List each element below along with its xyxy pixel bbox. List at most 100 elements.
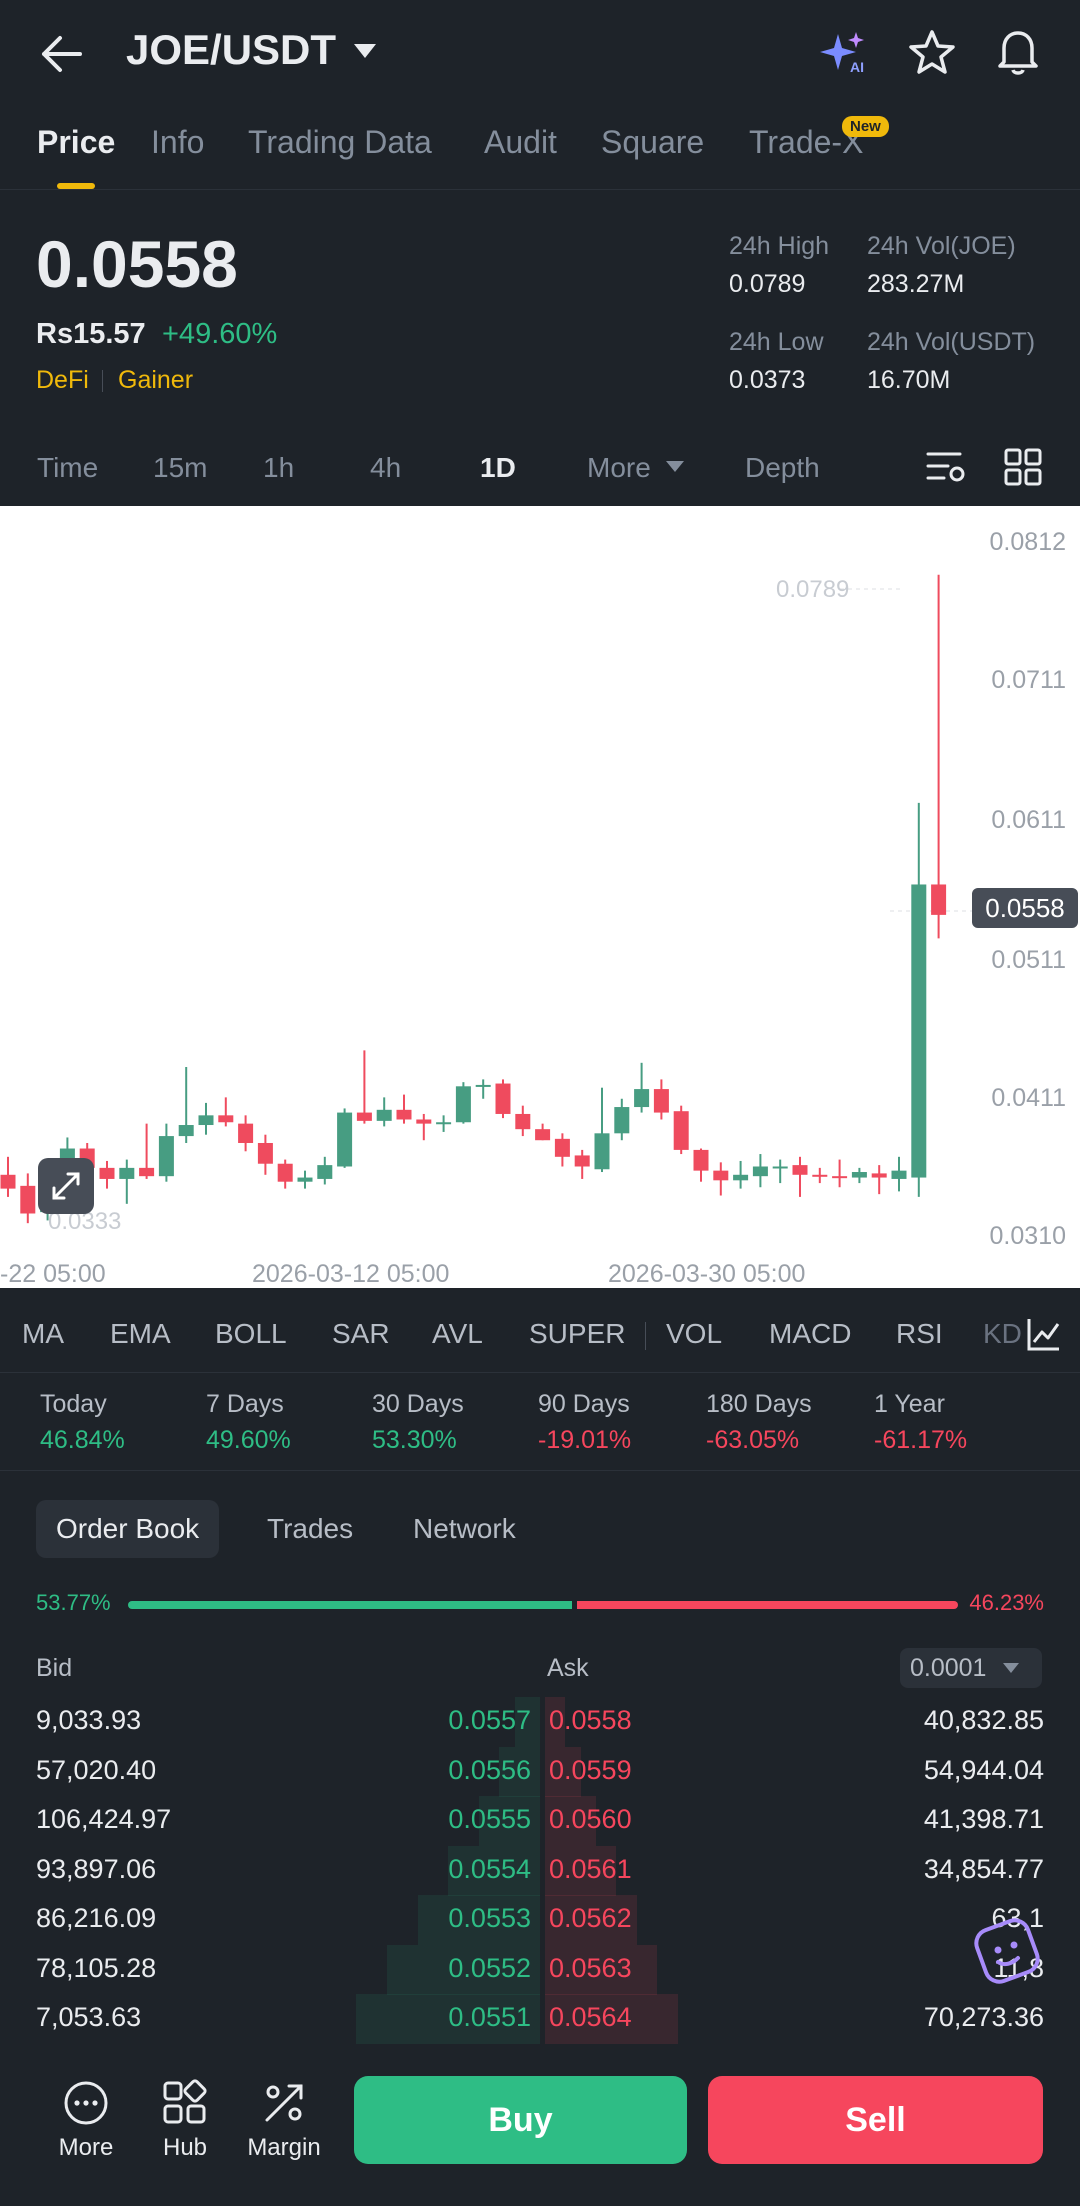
hub-label[interactable]: Hub xyxy=(162,2134,208,2161)
candle xyxy=(515,1105,531,1137)
candle xyxy=(851,1167,867,1184)
expand-icon xyxy=(52,1172,80,1200)
order-book-row[interactable]: 7,053.63 0.0551 0.0564 70,273.36 xyxy=(0,1994,1080,2043)
indicator-separator xyxy=(645,1322,646,1350)
order-book-row[interactable]: 78,105.28 0.0552 0.0563 11,8 xyxy=(0,1945,1080,1994)
tab-price[interactable]: Price xyxy=(37,124,116,160)
fiat-price: Rs15.57 xyxy=(36,318,146,350)
ask-ratio-bar xyxy=(577,1601,958,1609)
bid-ratio: 53.77% xyxy=(36,1590,111,1615)
indicator-sar[interactable]: SAR xyxy=(332,1318,390,1349)
interval-depth[interactable]: Depth xyxy=(745,452,820,483)
ask-quantity: 41,398.71 xyxy=(923,1804,1044,1834)
candle xyxy=(436,1115,452,1132)
perf-label-30d: 30 Days xyxy=(372,1390,464,1418)
order-book-row[interactable]: 86,216.09 0.0553 0.0562 63,1 xyxy=(0,1895,1080,1944)
tab-info[interactable]: Info xyxy=(151,124,205,160)
more-caret-icon[interactable] xyxy=(665,460,685,474)
perf-value-30d: 53.30% xyxy=(372,1426,457,1454)
interval-more[interactable]: More xyxy=(587,452,651,483)
indicator-kd[interactable]: KD xyxy=(983,1318,1022,1349)
bid-price: 0.0557 xyxy=(448,1705,531,1735)
back-arrow-icon[interactable] xyxy=(40,34,84,74)
margin-icon[interactable] xyxy=(259,2078,309,2128)
last-price: 0.0558 xyxy=(36,227,238,301)
buy-button[interactable]: Buy xyxy=(354,2076,687,2164)
tab-order-book[interactable]: Order Book xyxy=(36,1500,220,1558)
bid-price: 0.0551 xyxy=(448,2002,531,2032)
tab-network[interactable]: Network xyxy=(413,1513,516,1544)
indicator-vol[interactable]: VOL xyxy=(666,1318,723,1349)
tick-size-select[interactable]: 0.0001 xyxy=(900,1648,1042,1688)
x-tick: 2026-03-12 05:00 xyxy=(252,1260,450,1288)
indicator-ma[interactable]: MA xyxy=(22,1318,64,1349)
interval-1h[interactable]: 1h xyxy=(263,452,295,483)
ask-quantity: 70,273.36 xyxy=(923,2002,1044,2032)
layout-grid-icon[interactable] xyxy=(1004,448,1042,486)
tab-trading-data[interactable]: Trading Data xyxy=(248,124,432,160)
tag-defi[interactable]: DeFi xyxy=(36,366,89,394)
more-icon[interactable] xyxy=(61,2078,111,2128)
indicator-avl[interactable]: AVL xyxy=(432,1318,483,1349)
star-icon[interactable] xyxy=(908,28,956,76)
interval-4h[interactable]: 4h xyxy=(370,452,402,483)
ask-ratio: 46.23% xyxy=(969,1590,1044,1615)
bid-depth-bar xyxy=(478,1796,540,1846)
tab-audit[interactable]: Audit xyxy=(484,124,557,160)
indicator-super[interactable]: SUPER xyxy=(529,1318,626,1349)
bid-quantity: 9,033.93 xyxy=(36,1705,142,1735)
candle xyxy=(20,1173,36,1224)
main-tabs: Price Info Trading Data Audit Square Tra… xyxy=(0,118,1080,190)
candle xyxy=(376,1097,392,1127)
hub-icon[interactable] xyxy=(160,2078,210,2128)
order-book-row[interactable]: 57,020.40 0.0556 0.0559 54,944.04 xyxy=(0,1747,1080,1796)
candle xyxy=(218,1097,234,1127)
expand-chart-button[interactable] xyxy=(38,1158,94,1214)
candle xyxy=(257,1134,273,1175)
ask-quantity: 40,832.85 xyxy=(923,1705,1044,1735)
interval-time[interactable]: Time xyxy=(37,452,99,483)
assistant-face-icon[interactable] xyxy=(970,1914,1044,1988)
candle xyxy=(535,1123,551,1141)
candle xyxy=(277,1159,293,1189)
more-label[interactable]: More xyxy=(58,2134,114,2161)
indicator-ema[interactable]: EMA xyxy=(110,1318,171,1349)
candle xyxy=(178,1066,194,1143)
stat-vol-base-label: 24h Vol(JOE) xyxy=(867,232,1016,260)
interval-1d[interactable]: 1D xyxy=(480,452,516,483)
ai-sparkle-icon[interactable]: AI xyxy=(820,30,868,76)
candle xyxy=(871,1165,887,1195)
indicator-boll[interactable]: BOLL xyxy=(215,1318,287,1349)
order-book-row[interactable]: 93,897.06 0.0554 0.0561 34,854.77 xyxy=(0,1846,1080,1895)
indicator-chart-icon[interactable] xyxy=(1026,1316,1062,1352)
interval-15m[interactable]: 15m xyxy=(153,452,208,483)
pair-title[interactable]: JOE/USDT xyxy=(126,26,337,73)
order-book-row[interactable]: 9,033.93 0.0557 0.0558 40,832.85 xyxy=(0,1697,1080,1746)
caret-down-icon[interactable] xyxy=(352,42,378,60)
margin-label[interactable]: Margin xyxy=(247,2134,321,2161)
indicator-rsi[interactable]: RSI xyxy=(896,1318,943,1349)
stat-high-label: 24h High xyxy=(729,232,830,260)
bid-quantity: 106,424.97 xyxy=(36,1804,172,1834)
order-book-row[interactable]: 106,424.97 0.0555 0.0560 41,398.71 xyxy=(0,1796,1080,1845)
perf-label-today: Today xyxy=(40,1390,107,1418)
perf-label-1y: 1 Year xyxy=(874,1390,945,1418)
bid-header: Bid xyxy=(36,1654,73,1682)
price-chart[interactable]: 0.0789 0.0333 0.0812 0.0711 0.0611 0.051… xyxy=(0,506,1080,1288)
tab-square[interactable]: Square xyxy=(601,124,705,160)
ask-quantity: 54,944.04 xyxy=(923,1754,1044,1785)
candlestick-plot xyxy=(0,574,972,1224)
bell-icon[interactable] xyxy=(994,26,1042,78)
candle xyxy=(713,1162,729,1196)
chart-settings-icon[interactable] xyxy=(926,450,966,486)
perf-value-7d: 49.60% xyxy=(206,1426,291,1454)
tab-trades[interactable]: Trades xyxy=(267,1513,354,1544)
candle xyxy=(832,1159,848,1188)
bid-quantity: 86,216.09 xyxy=(36,1903,157,1933)
indicator-macd[interactable]: MACD xyxy=(769,1318,852,1349)
ask-depth-bar xyxy=(545,1895,637,1945)
sell-button[interactable]: Sell xyxy=(708,2076,1043,2164)
ask-header: Ask xyxy=(547,1654,589,1682)
stat-low-label: 24h Low xyxy=(729,328,824,356)
tag-gainer[interactable]: Gainer xyxy=(118,366,194,394)
